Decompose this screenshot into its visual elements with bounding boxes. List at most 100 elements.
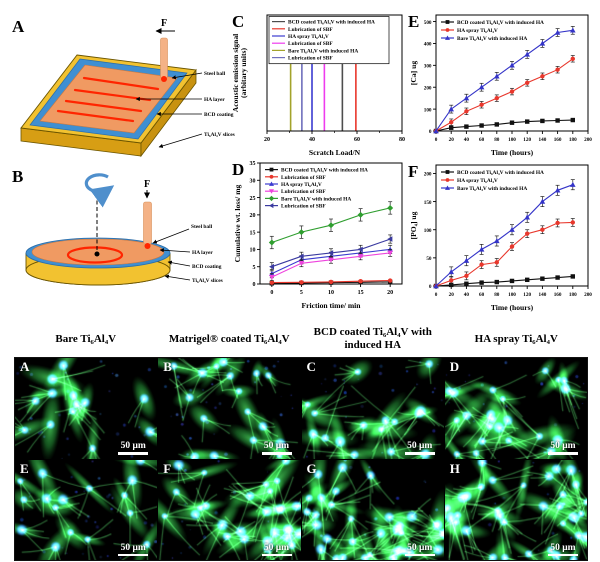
label-ha-layer: HA layer	[204, 97, 225, 103]
micrograph-panel-H: H 50 μm	[444, 459, 587, 560]
svg-text:[PO₄] ug: [PO₄] ug	[409, 211, 418, 239]
panel-b-wear-diagram: B F Steel ball HA layer BCD	[8, 158, 240, 318]
svg-text:180: 180	[569, 292, 577, 298]
svg-text:160: 160	[554, 292, 562, 298]
svg-text:20: 20	[449, 292, 455, 298]
micrograph-letter: H	[449, 460, 460, 476]
svg-text:HA spray Ti₆Al₄V: HA spray Ti₆Al₄V	[281, 182, 322, 188]
header-matrigel: Matrigel® coated Ti₆Al₄V	[168, 332, 290, 345]
micrograph-panel-E: E 50 μm	[15, 459, 158, 560]
force-label: F	[161, 18, 167, 29]
micrograph-panel-C: C 50 μm	[301, 358, 444, 459]
panel-label-d: D	[232, 160, 245, 179]
svg-text:BCD coated Ti₆Al₄V with induce: BCD coated Ti₆Al₄V with induced HA	[281, 168, 368, 174]
svg-text:20: 20	[387, 290, 393, 296]
svg-text:20: 20	[250, 213, 256, 219]
scale-bar-label: 50 μm	[550, 441, 576, 451]
svg-text:140: 140	[539, 292, 547, 298]
force-label: F	[144, 179, 150, 190]
svg-text:40: 40	[309, 137, 315, 143]
svg-text:5: 5	[253, 265, 256, 271]
micrograph-letter: F	[163, 460, 172, 476]
scale-bar-line	[118, 452, 149, 455]
scale-bar-line	[261, 452, 292, 455]
label-steel-ball: Steel ball	[191, 224, 213, 230]
panel-label-a: A	[12, 17, 25, 36]
svg-text:Acoustic emission signal(arbit: Acoustic emission signal(arbitary units)	[231, 34, 248, 112]
micrograph-letter: E	[20, 460, 29, 476]
micrograph-letter: B	[163, 359, 172, 374]
svg-text:Lubrication of SBF: Lubrication of SBF	[288, 56, 333, 62]
panel-label-e: E	[408, 12, 420, 31]
micrograph-panel-G: G 50 μm	[301, 459, 444, 560]
svg-text:Lubrication of SBF: Lubrication of SBF	[281, 175, 326, 181]
scale-bar-label: 50 μm	[407, 441, 433, 451]
scale-bar-line	[548, 452, 578, 455]
svg-text:Lubrication of SBF: Lubrication of SBF	[288, 27, 333, 33]
svg-text:100: 100	[424, 107, 432, 113]
ha-layer-surface	[39, 64, 178, 134]
micrograph-letter: C	[306, 359, 316, 374]
svg-text:25: 25	[250, 196, 256, 202]
svg-text:10: 10	[250, 248, 256, 254]
scale-bar: 50 μm	[548, 543, 578, 556]
svg-text:35: 35	[250, 161, 256, 167]
chart-acoustic-emission: 20 40 60 80 Scratch Load/N Acoustic emission …	[231, 14, 405, 157]
svg-text:Bare Ti₆Al₄V with induced HA: Bare Ti₆Al₄V with induced HA	[457, 36, 527, 42]
micrograph-image	[15, 358, 158, 459]
header-bare: Bare Ti₆Al₄V	[55, 332, 117, 345]
svg-text:0: 0	[253, 282, 256, 288]
header-ha-spray: HA spray Ti₆Al₄V	[474, 332, 558, 345]
scale-bar-line	[261, 553, 292, 556]
svg-text:120: 120	[523, 292, 531, 298]
svg-text:Time (hours): Time (hours)	[491, 303, 534, 312]
svg-text:HA spray Ti₆Al₄V: HA spray Ti₆Al₄V	[457, 28, 498, 34]
svg-text:100: 100	[508, 137, 516, 143]
svg-text:Friction time/ min: Friction time/ min	[301, 301, 361, 310]
micrograph-image	[301, 459, 444, 560]
rotation-arrow	[84, 173, 115, 208]
rotation-axis-dot	[94, 251, 100, 257]
annotation-arrows	[152, 228, 191, 281]
svg-text:500: 500	[424, 20, 432, 26]
indenter-rod	[160, 37, 168, 79]
svg-text:80: 80	[399, 137, 405, 143]
svg-text:Lubrication of SBF: Lubrication of SBF	[281, 204, 326, 210]
svg-text:200: 200	[424, 172, 432, 178]
scale-bar-label: 50 μm	[263, 441, 290, 451]
svg-text:300: 300	[424, 64, 432, 70]
scale-bar: 50 μm	[404, 441, 435, 455]
svg-text:Bare Ti₆Al₄V with induced HA: Bare Ti₆Al₄V with induced HA	[457, 186, 527, 192]
svg-text:BCD coated Ti₆Al₄V with induce: BCD coated Ti₆Al₄V with induced HA	[457, 20, 544, 26]
scratch-test-diagram: A F	[12, 17, 235, 158]
wear-test-diagram: B F Steel ball HA layer BCD	[12, 167, 223, 286]
svg-text:100: 100	[508, 292, 516, 298]
label-bcd-coating: BCD coating	[204, 112, 234, 118]
svg-text:60: 60	[479, 292, 485, 298]
svg-text:200: 200	[584, 292, 592, 298]
svg-text:Lubrication of SBF: Lubrication of SBF	[288, 41, 333, 47]
scale-bar: 50 μm	[261, 441, 292, 455]
svg-text:Scratch Load/N: Scratch Load/N	[309, 148, 361, 157]
panel-a-scratch-diagram: A F	[8, 12, 248, 158]
scale-bar-label: 50 μm	[120, 542, 146, 553]
svg-text:Bare Ti₆Al₄V with induced HA: Bare Ti₆Al₄V with induced HA	[281, 196, 351, 202]
scale-bar: 50 μm	[404, 543, 435, 556]
panel-label-c: C	[232, 12, 245, 31]
label-bcd-coating: BCD coating	[192, 264, 222, 270]
svg-text:200: 200	[584, 137, 592, 143]
svg-text:10: 10	[328, 290, 334, 296]
micrograph-image	[444, 358, 587, 459]
svg-text:0: 0	[435, 292, 438, 298]
svg-text:60: 60	[479, 137, 485, 143]
svg-text:20: 20	[264, 137, 270, 143]
chart-cumulative-weight-loss: 0 5 10 15 20 0 5 10 15 20 25 30 35 Friction time/ min…	[233, 161, 403, 310]
svg-text:30: 30	[250, 178, 256, 184]
svg-text:HA spray Ti₆Al₄V: HA spray Ti₆Al₄V	[457, 178, 498, 184]
svg-text:0: 0	[270, 290, 273, 296]
header-bcd: BCD coated Ti₆Al₄V with induced HA	[313, 326, 432, 351]
scale-bar-label: 50 μm	[120, 441, 146, 451]
micrograph-headers: Bare Ti₆Al₄V Matrigel® coated Ti₆Al₄V BC…	[14, 322, 588, 356]
panel-label-f: F	[408, 162, 419, 181]
